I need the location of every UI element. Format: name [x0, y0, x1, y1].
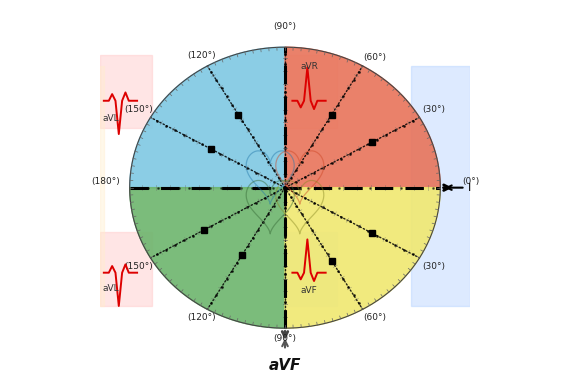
Polygon shape [285, 188, 440, 328]
Text: (90°): (90°) [274, 334, 296, 343]
FancyBboxPatch shape [100, 66, 104, 306]
Text: (120°): (120°) [187, 313, 215, 322]
Text: (150°): (150°) [124, 105, 153, 114]
FancyBboxPatch shape [285, 232, 337, 306]
Text: aVF: aVF [269, 358, 301, 372]
Text: (60°): (60°) [363, 53, 386, 62]
Text: aVL: aVL [103, 114, 120, 123]
Text: aVF: aVF [300, 286, 317, 295]
Text: (30°): (30°) [422, 262, 445, 271]
Polygon shape [130, 188, 285, 328]
Polygon shape [130, 47, 285, 188]
Text: (60°): (60°) [363, 313, 386, 322]
FancyBboxPatch shape [100, 55, 152, 129]
FancyBboxPatch shape [100, 232, 152, 306]
Text: (180°): (180°) [91, 177, 120, 186]
Text: aVR: aVR [300, 62, 318, 71]
FancyBboxPatch shape [285, 55, 337, 129]
Text: aVL: aVL [103, 284, 120, 293]
Text: I: I [447, 182, 471, 193]
Text: (150°): (150°) [124, 262, 153, 271]
Text: (0°): (0°) [462, 177, 479, 186]
FancyBboxPatch shape [411, 66, 470, 306]
Text: (90°): (90°) [274, 22, 296, 31]
Text: (120°): (120°) [187, 51, 215, 60]
Text: (30°): (30°) [422, 105, 445, 114]
Polygon shape [285, 47, 440, 188]
